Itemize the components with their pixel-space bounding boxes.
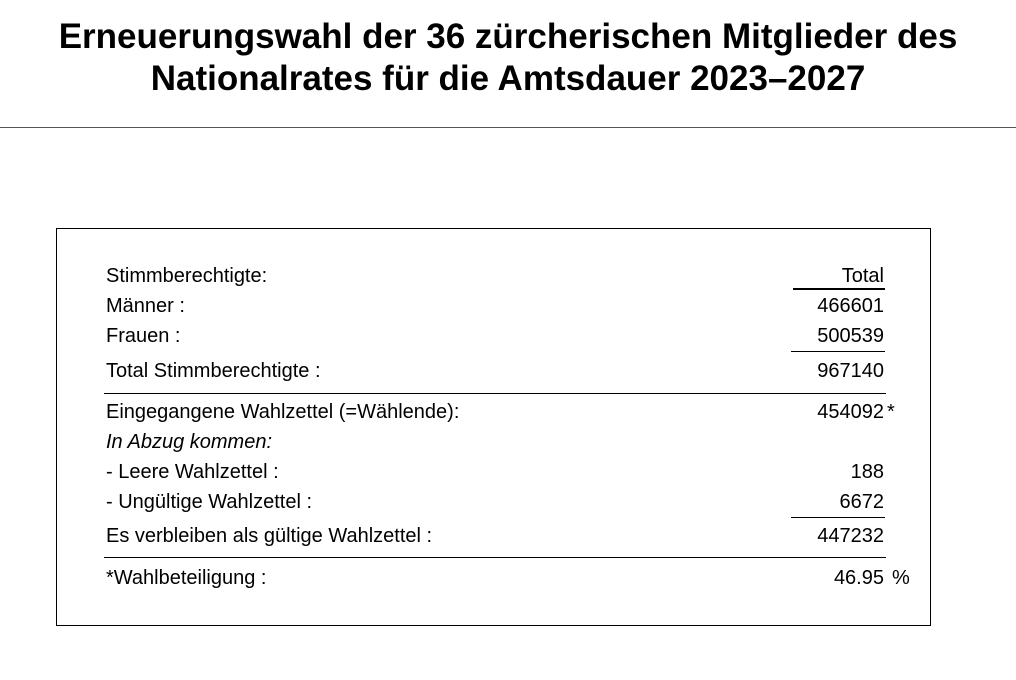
title-line-2: Nationalrates für die Amtsdauer 2023–202… xyxy=(150,59,866,98)
row-label-deductions: In Abzug kommen: xyxy=(106,431,273,453)
row-value-ballots-received: 454092 xyxy=(817,401,884,423)
row-label-total-eligible: Total Stimmberechtigte : xyxy=(106,360,321,382)
total-column-header: Total xyxy=(841,265,884,287)
title-divider xyxy=(0,127,1016,128)
row-value-women: 500539 xyxy=(817,325,884,347)
row-label-invalid-ballots: - Ungültige Wahlzettel : xyxy=(106,491,313,513)
eligible-voters-heading: Stimmberechtigte: xyxy=(106,265,268,287)
row-label-ballots-received: Eingegangene Wahlzettel (=Wählende): xyxy=(106,401,460,423)
subtotal-rule-ballots xyxy=(791,517,885,518)
turnout-percent-sign: % xyxy=(892,567,910,589)
row-label-men: Männer : xyxy=(106,295,185,317)
row-value-men: 466601 xyxy=(817,295,884,317)
footnote-asterisk: * xyxy=(887,401,895,423)
section-divider-2 xyxy=(104,557,886,558)
results-box xyxy=(56,228,931,626)
row-value-turnout: 46.95 xyxy=(833,567,884,589)
row-value-total-eligible: 967140 xyxy=(817,360,884,382)
subtotal-rule-voters xyxy=(791,351,885,352)
row-label-blank-ballots: - Leere Wahlzettel : xyxy=(106,461,279,483)
row-label-turnout: *Wahlbeteiligung : xyxy=(106,567,267,589)
row-label-valid-ballots: Es verbleiben als gültige Wahlzettel : xyxy=(106,525,433,547)
section-divider-1 xyxy=(104,393,886,394)
row-label-women: Frauen : xyxy=(106,325,181,347)
total-header-underline xyxy=(793,288,885,290)
page-title: Erneuerungswahl der 36 zürcherischen Mit… xyxy=(0,16,1016,100)
row-value-valid-ballots: 447232 xyxy=(817,525,884,547)
row-value-blank-ballots: 188 xyxy=(850,461,884,483)
title-line-1: Erneuerungswahl der 36 zürcherischen Mit… xyxy=(58,17,958,56)
row-value-invalid-ballots: 6672 xyxy=(839,491,885,513)
